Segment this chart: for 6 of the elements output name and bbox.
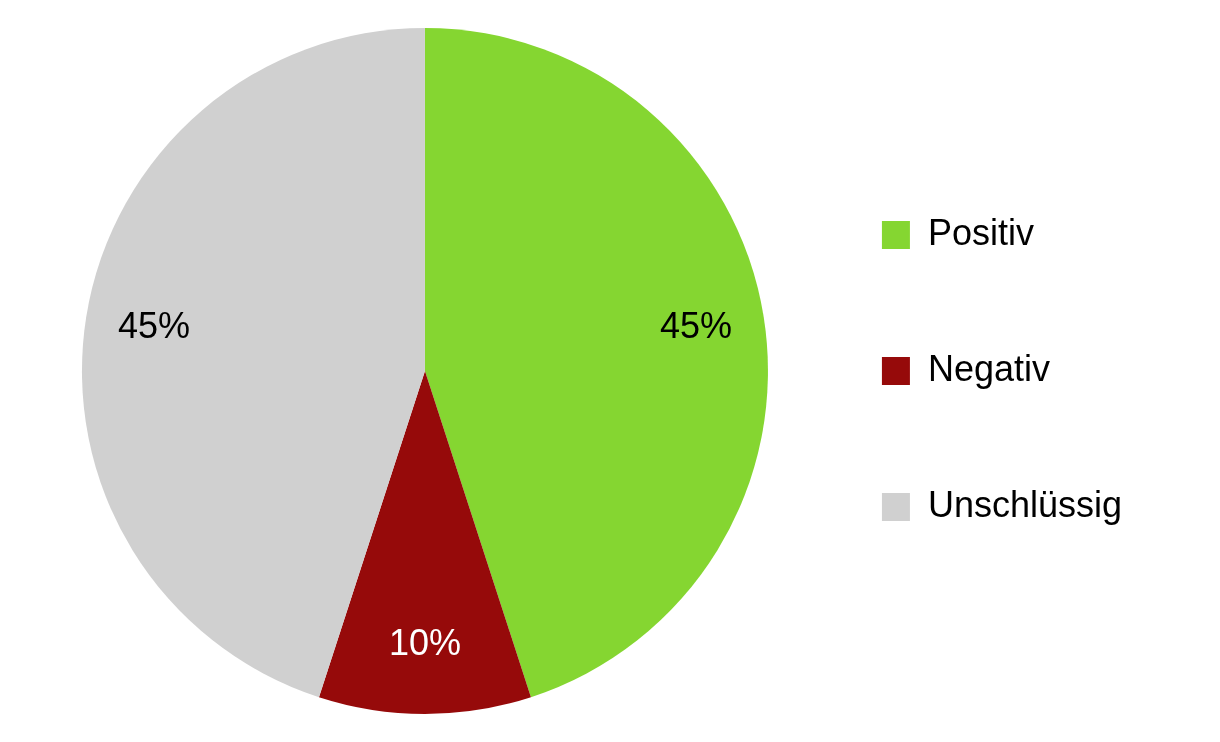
legend-label: Negativ (927, 347, 1050, 389)
legend-label: Positiv (927, 211, 1034, 253)
data-label: 10% (388, 622, 461, 664)
data-label: 45% (659, 305, 733, 346)
legend-label: Unschlüssig (927, 483, 1123, 525)
data-label: 45% (117, 305, 190, 346)
